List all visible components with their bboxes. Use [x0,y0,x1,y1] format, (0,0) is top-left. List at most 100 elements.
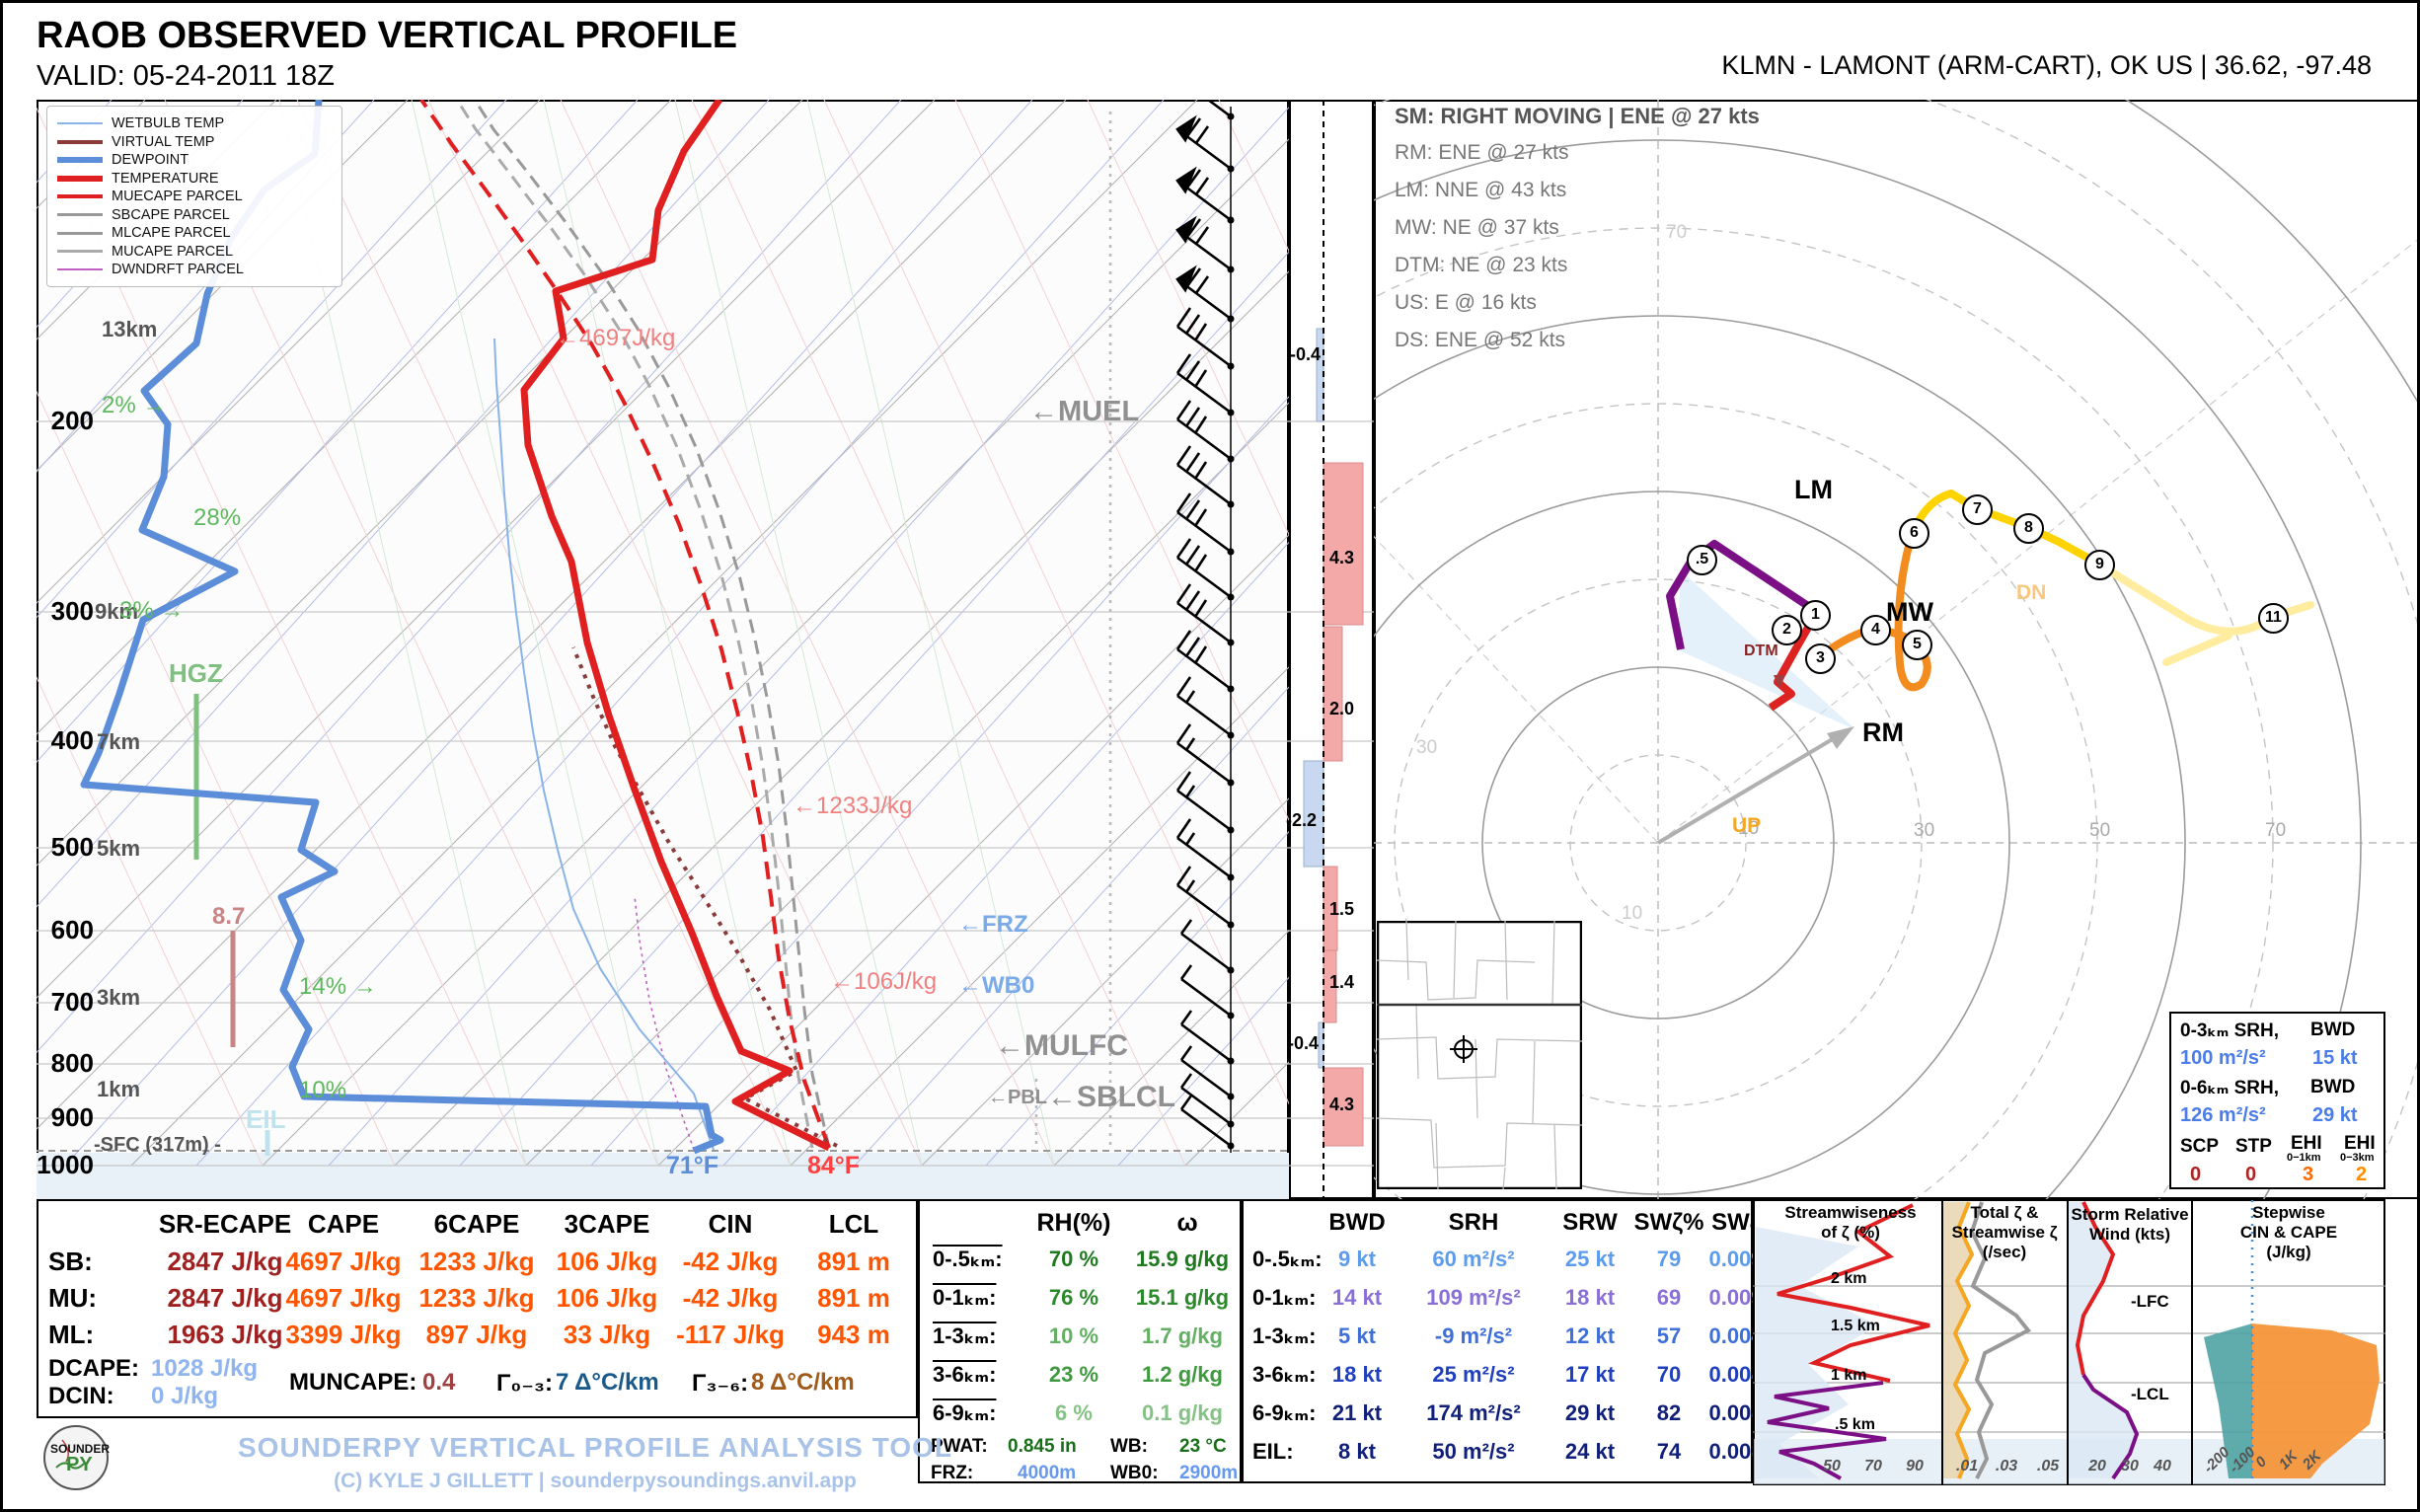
footer-line2: (C) KYLE J GILLETT | sounderpysoundings.… [334,1470,857,1492]
station-crosshair-icon [1450,1035,1477,1063]
thermo-header: 3CAPE [564,1209,650,1239]
srh-0-6-value: 126 m²/s² [2180,1104,2266,1126]
kin-cell: 109 m²/s² [1426,1285,1521,1310]
legend-item: SBCAPE PARCEL [57,206,332,225]
thermo-cell: 4697 J/kg [285,1283,402,1313]
moisture-w: 1.2 g/kg [1142,1362,1223,1387]
mlcape-parcel-trace [455,100,814,1149]
ring-label-left-30: 30 [1416,737,1438,758]
cape-4697-label: ←4697J/kg [556,325,676,351]
thermo-table [37,1199,918,1418]
ehi-0-3-header: EHI [2344,1133,2376,1154]
moisture-w: 15.9 g/kg [1135,1247,1230,1271]
kin-cell: 79 [1656,1247,1682,1271]
pwat-value: 0.845 in [1008,1436,1077,1457]
kin-cell: 74 [1656,1439,1682,1464]
thermo-cell: 891 m [817,1247,890,1276]
dtm-label: DTM [1744,643,1778,659]
pressure-tick-600: 600 [50,915,94,945]
mw-label: MW [1886,597,1933,627]
kin-cell: 18 kt [1331,1362,1383,1387]
kin-cell: 50 m²/s² [1432,1439,1515,1464]
lcl-mark: -LCL [2131,1385,2169,1403]
kin-cell: 60 m²/s² [1432,1247,1515,1271]
hodo-marker-1km: 1 [1800,600,1831,631]
hgz-label: HGZ [169,658,223,688]
skewt-legend: WETBULB TEMP VIRTUAL TEMP DEWPOINT TEMPE… [46,106,342,287]
advection-value: 1.5 [1329,899,1355,919]
thermo-cell: 4697 J/kg [285,1247,402,1276]
dcin-value: 0 J/kg [151,1383,219,1409]
lfc-mark: -LFC [2131,1292,2169,1311]
kin-cell: 9 kt [1338,1247,1376,1271]
height-label-5km: 5km [97,836,141,861]
srh-0-6-bwd-label: BWD [2310,1077,2356,1097]
legend-item: TEMPERATURE [57,170,332,189]
hodo-marker-8km: 8 [2013,513,2044,544]
thermo-row-label: SB: [48,1247,93,1276]
lapse-3-6-value: 8 Δ°C/km [751,1369,855,1396]
pressure-tick-500: 500 [50,832,94,862]
kin-cell: 12 kt [1564,1323,1616,1348]
moisture-row-label: 3-6ₖₘ: [933,1362,997,1387]
pbl-label: ←PBL [988,1087,1047,1108]
mulfc-label: ←MULFC [995,1029,1128,1062]
thermo-cell: 943 m [817,1320,890,1349]
thermo-row-label: MU: [48,1283,98,1313]
height-label-3km: 3km [97,985,141,1010]
ring-label-down-10: 10 [1622,903,1643,924]
pressure-tick-400: 400 [50,725,94,755]
pwat-label: PWAT: [931,1436,988,1457]
advection-value: -0.4 [1290,344,1322,364]
thermo-row-label: ML: [48,1320,95,1349]
kin-cell: 57 [1656,1323,1682,1348]
frz-label: ←FRZ [958,911,1028,938]
panel3-xtick: 20 [2088,1458,2106,1474]
legend-item: MUCAPE PARCEL [57,243,332,262]
pressure-tick-1000: 1000 [37,1150,94,1179]
panel1-height-05km: .5 km [1835,1416,1875,1433]
temperature-line-swatch [57,175,103,182]
lapse-0-3-value: 7 Δ°C/km [556,1369,659,1396]
surface-label: -SFC (317m) - [94,1134,221,1156]
muecape-line-swatch [57,194,103,199]
hodo-marker-11km: 11 [2258,603,2289,634]
ehi-0-3-sub: 0−3km [2340,1152,2375,1164]
up-label: UP [1732,814,1762,837]
wb0-label: ←WB0 [958,972,1035,999]
thermo-cell: -117 J/kg [676,1320,785,1349]
hodo-marker-9km: 9 [2084,550,2115,580]
hodo-marker-05km: .5 [1687,545,1717,575]
hodo-trace-9km-plus [2094,560,2314,636]
thermo-cell: -42 J/kg [682,1283,779,1313]
station-info: KLMN - LAMONT (ARM-CART), OK US | 36.62,… [1721,50,2372,80]
panel4-title-1: Stepwise [2252,1203,2325,1222]
panel4-title-2: CIN & CAPE [2239,1223,2338,1242]
storm-motion-us: US: E @ 16 kts [1395,291,1537,314]
kin-cell: 18 kt [1564,1285,1616,1310]
sbcape-parcel-trace [473,100,831,1149]
kin-cell: 29 kt [1564,1400,1616,1425]
advection-value: 4.3 [1329,1095,1355,1114]
bwd-0-3-value: 15 kt [2312,1047,2358,1069]
wb-value: 23 °C [1179,1436,1227,1457]
srh-0-3-label: 0-3ₖₘ SRH, [2180,1021,2280,1041]
dwndrft-parcel-trace [634,895,695,1151]
kin-cell: 17 kt [1564,1362,1616,1387]
legend-label: SBCAPE PARCEL [112,206,230,223]
ehi-0-1-sub: 0−1km [2287,1152,2321,1164]
storm-motion-title: SM: RIGHT MOVING | ENE @ 27 kts [1395,104,1760,128]
wetbulb-trace [493,338,715,1151]
kin-header: SRW [1562,1209,1618,1236]
thermo-header: CIN [708,1209,753,1239]
pressure-tick-800: 800 [50,1048,94,1078]
thermo-cell: 106 J/kg [556,1283,658,1313]
skewt-plot [37,100,1289,1199]
legend-item: VIRTUAL TEMP [57,133,332,152]
srh-0-3-value: 100 m²/s² [2180,1047,2266,1069]
legend-label: MUCAPE PARCEL [112,243,234,260]
scp-header: SCP [2180,1136,2220,1157]
ring-label-10: 10 [1738,818,1760,839]
virtual-temp-line-swatch [57,139,103,144]
thermo-cell: 897 J/kg [425,1320,528,1349]
